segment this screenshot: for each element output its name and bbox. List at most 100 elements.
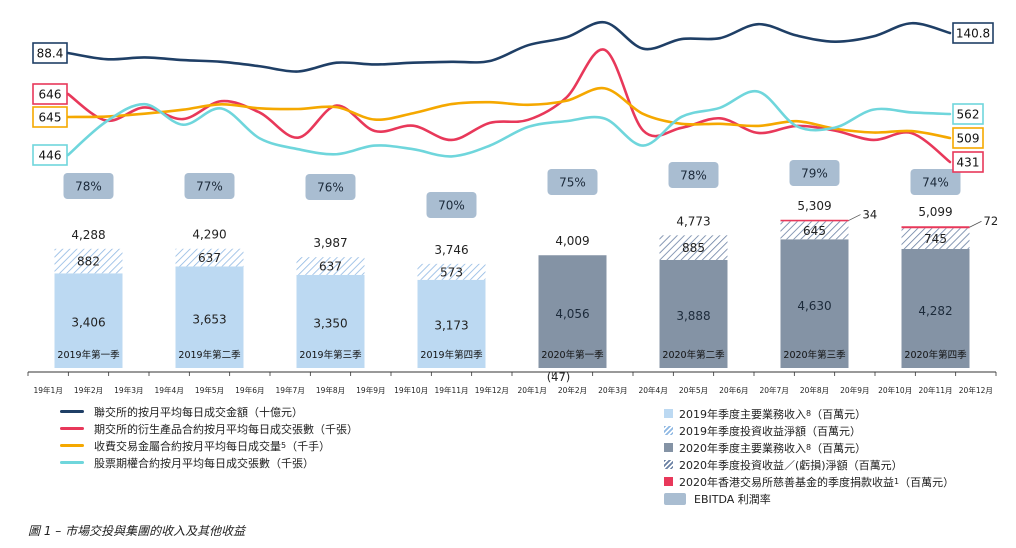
legend-entry: 2020年季度投資收益／(虧損)淨額（百萬元） xyxy=(664,456,954,473)
legend-entry: 2019年季度投資收益淨額（百萬元） xyxy=(664,422,954,439)
total-value-label: 3,746 xyxy=(434,243,468,257)
series-line xyxy=(66,89,952,158)
x-tick-label: 20年10月 xyxy=(878,385,912,395)
series-line xyxy=(66,86,952,140)
x-tick-label: 19年2月 xyxy=(74,385,103,395)
legend-unit: （百萬元） xyxy=(811,407,867,421)
quarter-label: 2020年第四季 xyxy=(904,349,967,361)
revenue-value-label: 3,653 xyxy=(192,312,226,326)
month-axis: 19年1月 19年2月 19年3月 19年4月 19年5月 19年6月 19年7月 19年8月… xyxy=(27,371,997,395)
x-tick-label: 19年5月 xyxy=(195,385,224,395)
investment-value-label: 637 xyxy=(319,260,342,274)
investment-value-label: 885 xyxy=(682,241,705,255)
x-tick-label: 20年2月 xyxy=(558,385,587,395)
revenue-bar xyxy=(659,259,728,368)
x-tick-label: 20年8月 xyxy=(800,385,829,395)
series-start-label: 88.4 xyxy=(37,47,64,61)
legend-footnote-mark: 1 xyxy=(894,477,900,486)
series-end-box xyxy=(952,127,984,149)
x-tick-label: 20年12月 xyxy=(959,385,993,395)
legend-line-swatch xyxy=(60,410,84,413)
legend-solid-swatch xyxy=(664,477,673,486)
series-end-box xyxy=(952,151,984,173)
investment-bar xyxy=(901,228,970,249)
x-tick-label: 19年9月 xyxy=(356,385,385,395)
investment-bar xyxy=(54,248,123,274)
revenue-value-label: 4,282 xyxy=(918,304,952,318)
investment-value-label: 637 xyxy=(198,251,221,265)
x-tick-label: 20年6月 xyxy=(719,385,748,395)
ebitda-margin-label: 79% xyxy=(801,167,828,181)
investment-value-label: 573 xyxy=(440,265,463,279)
investment-bar xyxy=(296,257,365,275)
legend-label: 2019年季度主要業務收入 xyxy=(679,407,806,421)
ebitda-margin-label: 75% xyxy=(559,176,586,190)
quarter-label: 2019年第二季 xyxy=(178,349,241,361)
line-legend: 聯交所的按月平均每日成交金額（十億元） 期交所的衍生產品合約按月平均每日成交張數（… xyxy=(60,403,358,471)
ebitda-margin-label: 76% xyxy=(317,181,344,195)
investment-bar xyxy=(175,248,244,267)
legend-footnote-mark: 5 xyxy=(281,441,287,450)
quarter-label: 2020年第三季 xyxy=(783,349,846,361)
legend-label: 期交所的衍生產品合約按月平均每日成交張數（千張） xyxy=(94,422,358,436)
quarter-label: 2019年第一季 xyxy=(57,349,120,361)
x-tick-label: 20年5月 xyxy=(679,385,708,395)
investment-bar xyxy=(780,221,849,240)
legend-line-swatch xyxy=(60,427,84,430)
series-start-box xyxy=(32,106,68,128)
ebitda-margin-label: 78% xyxy=(75,180,102,194)
legend-label: 2019年季度投資收益淨額（百萬元） xyxy=(679,424,861,438)
legend-line-swatch xyxy=(60,444,84,447)
ebitda-margin-box xyxy=(547,169,598,195)
donation-value-label: 72 xyxy=(984,214,999,228)
ebitda-margin-boxes: 78% 77% 76% 70% 75% 78% 79% 74% xyxy=(63,160,961,218)
quarter-label: 2020年第一季 xyxy=(541,349,604,361)
legend-entry: 2019年季度主要業務收入 8 （百萬元） xyxy=(664,405,954,422)
revenue-bar xyxy=(538,255,607,368)
series-start-label: 645 xyxy=(39,111,62,125)
legend-unit: （百萬元） xyxy=(899,475,955,489)
revenue-value-label: 4,056 xyxy=(555,307,589,321)
x-tick-label: 20年7月 xyxy=(760,385,789,395)
series-end-label: 562 xyxy=(957,108,980,122)
total-value-label: 4,009 xyxy=(555,234,589,248)
legend-line-swatch xyxy=(60,461,84,464)
series-end-label: 140.8 xyxy=(956,27,990,41)
x-tick-label: 19年4月 xyxy=(155,385,184,395)
x-tick-label: 19年10月 xyxy=(394,385,428,395)
series-start-box xyxy=(32,83,68,105)
revenue-value-label: 4,630 xyxy=(797,299,831,313)
total-value-label: 3,987 xyxy=(313,236,347,250)
revenue-value-label: 3,888 xyxy=(676,309,710,323)
series-start-label: 446 xyxy=(39,149,62,163)
revenue-bar xyxy=(54,273,123,368)
donation-bar xyxy=(901,226,970,229)
ebitda-margin-label: 74% xyxy=(922,176,949,190)
revenue-bar xyxy=(780,239,849,368)
legend-label: 2020年香港交易所慈善基金的季度捐款收益 xyxy=(679,475,894,489)
total-value-label: 4,773 xyxy=(676,214,710,228)
total-value-label: 5,099 xyxy=(918,205,952,219)
legend-solid-swatch xyxy=(664,443,673,452)
x-tick-label: 19年7月 xyxy=(276,385,305,395)
series-end-box xyxy=(952,103,984,125)
revenue-value-label: 3,173 xyxy=(434,319,468,333)
legend-hatch-swatch xyxy=(664,426,673,435)
series-end-label: 431 xyxy=(957,156,980,170)
series-start-box xyxy=(32,144,68,166)
investment-bar xyxy=(417,263,486,280)
total-value-label: 4,290 xyxy=(192,228,226,242)
legend-footnote-mark: 8 xyxy=(806,409,812,418)
x-tick-label: 19年11月 xyxy=(434,385,468,395)
revenue-value-label: 3,406 xyxy=(71,316,105,330)
series-line xyxy=(66,21,952,73)
ebitda-margin-box xyxy=(426,192,477,218)
donation-leader xyxy=(969,220,982,228)
total-value-label: 4,288 xyxy=(71,228,105,242)
legend-unit: （百萬元） xyxy=(811,441,867,455)
legend-label: 收費交易金屬合約按月平均每日成交量 xyxy=(94,439,281,453)
donation-value-label: 34 xyxy=(863,208,878,222)
revenue-bar xyxy=(296,274,365,368)
total-value-label: 5,309 xyxy=(797,199,831,213)
